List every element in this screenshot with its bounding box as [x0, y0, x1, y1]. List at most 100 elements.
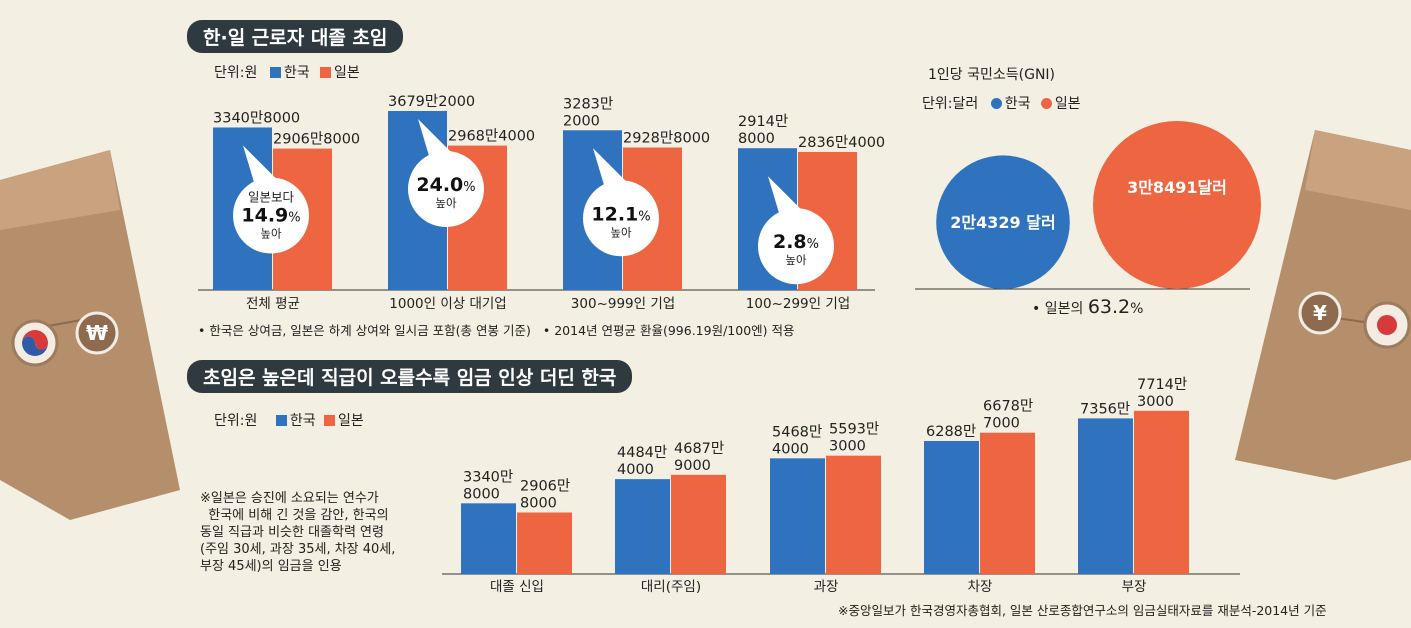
won-coin-icon — [75, 311, 119, 355]
rank-value-korea-0: 3340만 — [463, 468, 513, 485]
rank-value-japan-3: 7000 — [983, 416, 1020, 432]
callout-post-0: 높아 — [260, 226, 282, 240]
callout-value-2: 12.1% — [591, 203, 650, 225]
callout-circle-3 — [758, 208, 834, 285]
section1-title: 한·일 근로자 대졸 초임 — [187, 20, 404, 53]
gni-legend-korea-dot — [990, 98, 1002, 109]
rank-bar-japan-2 — [826, 455, 881, 574]
rank-value-korea-3: 6288만 — [926, 423, 976, 440]
gni-bubble-korea-label: 2만4329 달러 — [950, 213, 1055, 232]
section2-note-line: 한국에 비해 긴 것을 감안, 한국의 — [200, 508, 389, 523]
section2-note-line: ※일본은 승진에 소요되는 연수가 — [200, 491, 379, 506]
rank-category-3: 차장 — [968, 579, 993, 595]
callout-circle-2 — [583, 180, 659, 257]
callout-post-2: 높아 — [610, 225, 632, 239]
rank-category-4: 부장 — [1122, 579, 1147, 595]
value-label-japan-0: 2906만8000 — [273, 131, 360, 148]
section2-unit: 단위:원 — [214, 413, 258, 429]
rank-bar-japan-1 — [671, 474, 726, 574]
rank-bar-korea-1 — [615, 479, 670, 574]
callout-pointer-0 — [243, 145, 277, 186]
rank-category-0: 대졸 신입 — [490, 579, 544, 595]
rank-bar-japan-4 — [1134, 410, 1189, 574]
section2-title: 초임은 높은데 직급이 오를수록 임금 인상 더딘 한국 — [187, 360, 633, 393]
envelope-japan-illustration: ¥ — [1235, 130, 1411, 480]
section1-note-1: • 한국은 상여금, 일본은 하계 상여와 일시금 포함(총 연봉 기준) — [198, 323, 531, 338]
callout-pointer-3 — [768, 176, 802, 217]
rank-value-japan-1: 4687만 — [674, 440, 724, 457]
rank-value-japan-4: 3000 — [1137, 394, 1174, 410]
envelope-korea-illustration: ₩ — [0, 150, 180, 520]
rank-bar-korea-4 — [1078, 418, 1133, 574]
callout-pre-0: 일본보다 — [248, 189, 295, 204]
rank-category-2: 과장 — [814, 579, 839, 595]
rank-value-korea-4: 7356만 — [1080, 400, 1130, 417]
callout-value-0: 14.9% — [241, 204, 300, 226]
legend-japan-swatch — [320, 67, 332, 78]
gni-ratio-prefix: • 일본의 — [1032, 301, 1088, 317]
section2-note-line: (주임 30세, 과장 35세, 차장 40세, — [200, 542, 396, 557]
section2-note-line: 부장 45세)의 임금을 인용 — [200, 559, 342, 574]
category-label-1: 1000인 이상 대기업 — [389, 296, 506, 312]
rank-value-japan-2: 5593만 — [829, 421, 879, 438]
rank-value-korea-0: 8000 — [463, 486, 500, 502]
rank-value-korea-1: 4484만 — [617, 444, 667, 461]
gni-legend: 단위:달러 한국 일본 — [922, 93, 1081, 113]
gni-ratio-suffix: % — [1130, 301, 1144, 317]
rank-bar-korea-2 — [770, 458, 825, 574]
svg-text:¥: ¥ — [1313, 301, 1327, 325]
section2-legend-japan: 일본 — [338, 413, 364, 429]
section1-notes: • 한국은 상여금, 일본은 하계 상여와 일시금 포함(총 연봉 기준) • … — [198, 320, 795, 339]
gni-legend-japan-dot — [1040, 98, 1052, 109]
rank-value-japan-2: 3000 — [829, 439, 866, 455]
value-label-korea-3: 2914만 — [738, 113, 788, 130]
callout-circle-1 — [408, 151, 484, 228]
callout-value-1: 24.0% — [416, 174, 475, 196]
section2-legend: 단위:원 한국 일본 — [214, 410, 364, 430]
rank-value-japan-3: 6678만 — [983, 398, 1033, 415]
gni-title: 1인당 국민소득(GNI) — [928, 67, 1056, 83]
value-label-korea-3: 8000 — [738, 131, 775, 147]
section2-legend-japan-swatch — [324, 415, 336, 426]
value-label-japan-2: 2928만8000 — [623, 130, 710, 147]
value-label-korea-2: 2000 — [563, 113, 600, 129]
callout-circle-0 — [233, 177, 309, 254]
gni-legend-korea: 한국 — [1004, 96, 1031, 112]
rank-bar-korea-0 — [461, 503, 516, 574]
section1-legend: 단위:원 한국 일본 — [214, 62, 360, 82]
svg-text:₩: ₩ — [86, 321, 108, 345]
gni-bubble-japan-label: 3만8491달러 — [1127, 178, 1227, 197]
rank-value-japan-1: 9000 — [674, 458, 711, 474]
rank-value-korea-2: 4000 — [772, 441, 809, 457]
gni-unit: 단위:달러 — [922, 96, 979, 112]
legend-korea-swatch — [269, 67, 281, 78]
gni-ratio-value: 63.2 — [1087, 296, 1131, 318]
rank-bar-japan-3 — [980, 432, 1035, 574]
callout-pointer-2 — [593, 148, 627, 189]
rank-value-korea-2: 5468만 — [772, 423, 822, 440]
legend-korea-label: 한국 — [283, 65, 310, 81]
rank-bar-korea-3 — [924, 440, 979, 574]
value-label-korea-0: 3340만8000 — [213, 109, 300, 126]
rank-category-1: 대리(주임) — [641, 579, 701, 595]
gni-legend-japan: 일본 — [1054, 96, 1081, 112]
rank-value-korea-1: 4000 — [617, 462, 654, 478]
callout-value-3: 2.8% — [773, 231, 819, 253]
callout-post-1: 높아 — [435, 196, 457, 210]
section1-note-2: • 2014년 연평균 환율(996.19원/100엔) 적용 — [542, 323, 795, 338]
rank-bar-japan-0 — [517, 512, 572, 574]
category-label-0: 전체 평균 — [246, 296, 300, 312]
rank-value-japan-4: 7714만 — [1137, 376, 1187, 393]
category-label-3: 100~299인 기업 — [746, 296, 850, 312]
value-label-japan-1: 2968만4000 — [448, 128, 535, 145]
rank-value-japan-0: 2906만 — [520, 478, 570, 495]
source-note: ※중앙일보가 한국경영자총협회, 일본 산로종합연구소의 임금실태자료를 재분석… — [838, 603, 1327, 618]
value-label-japan-3: 2836만4000 — [798, 134, 885, 151]
value-label-korea-1: 3679만2000 — [388, 93, 475, 110]
callout-pointer-1 — [418, 119, 452, 160]
section2-note-line: 동일 직급과 비슷한 대졸학력 연령 — [200, 525, 384, 540]
yen-coin-icon — [1298, 291, 1342, 335]
legend-japan-label: 일본 — [334, 65, 360, 81]
section1-unit: 단위:원 — [214, 65, 258, 81]
